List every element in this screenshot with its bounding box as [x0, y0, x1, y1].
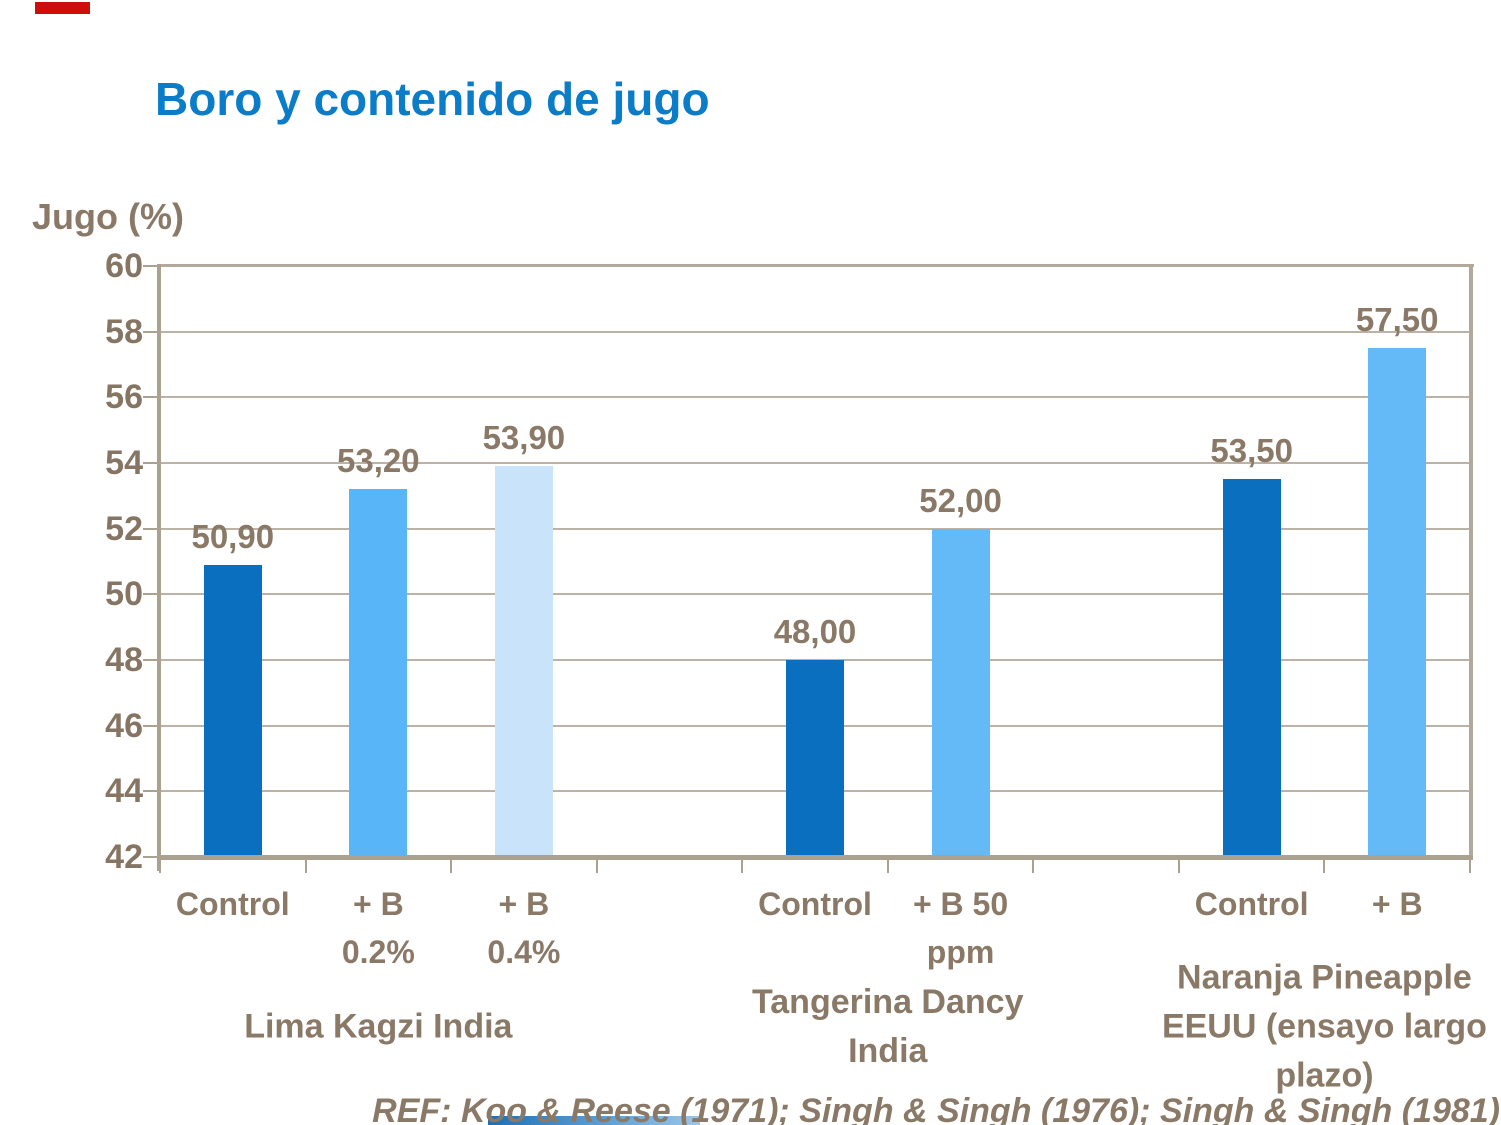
x-axis-tick: [1032, 859, 1035, 873]
x-axis-tick: [159, 859, 161, 873]
y-axis-tick-label: 50: [105, 575, 143, 614]
page-title: Boro y contenido de jugo: [155, 73, 710, 125]
x-axis-tick-label: Control: [175, 886, 290, 922]
y-axis-tick: [143, 724, 157, 727]
bar-value-label: 53,50: [1210, 432, 1293, 470]
chart-bar: [931, 528, 990, 857]
y-axis-tick-label: 48: [105, 641, 143, 679]
x-axis-tick-label: + B 0.2%: [341, 886, 415, 970]
x-axis-tick: [595, 859, 598, 873]
group-label: Tangerina Dancy India: [752, 983, 1024, 1070]
y-axis-title: Jugo (%): [32, 196, 184, 237]
x-axis-tick: [741, 859, 744, 873]
y-axis-tick: [143, 265, 157, 267]
plot-border-top: [160, 264, 1474, 267]
x-axis-tick: [886, 859, 889, 873]
plot-border-right: [1469, 264, 1473, 859]
y-axis-tick-label: 42: [105, 838, 143, 876]
y-axis-tick: [143, 659, 157, 661]
chart-bar: [786, 660, 844, 857]
blue-accent-bar: [488, 1116, 700, 1125]
group-label: Lima Kagzi India: [244, 1007, 513, 1046]
y-axis-line: [157, 264, 161, 871]
y-axis-tick: [143, 527, 157, 530]
gridline: [161, 462, 1469, 464]
x-axis-tick-label: Control: [758, 886, 872, 922]
y-axis-tick: [143, 856, 157, 858]
x-axis-tick: [1469, 859, 1471, 873]
chart-bar: [1368, 348, 1427, 857]
bar-value-label: 50,90: [191, 517, 275, 555]
y-axis-tick: [143, 593, 157, 596]
x-axis-tick-label: + B: [1371, 886, 1423, 922]
bar-value-label: 57,50: [1355, 301, 1439, 339]
gridline: [161, 330, 1469, 333]
gridline: [161, 396, 1469, 399]
red-accent-bar: [35, 2, 90, 14]
bar-value-label: 53,90: [482, 419, 566, 457]
group-label: Naranja Pineapple EEUU (ensayo largo pla…: [1161, 958, 1487, 1095]
x-axis-tick: [304, 859, 307, 873]
bar-value-label: 53,20: [337, 442, 420, 480]
x-axis-tick: [450, 859, 453, 873]
chart-bar: [1222, 479, 1281, 857]
y-axis-tick: [143, 462, 157, 464]
y-axis-tick-label: 56: [105, 378, 143, 417]
gridline: [161, 527, 1469, 530]
y-axis-tick-label: 46: [105, 706, 143, 745]
reference-citation: REF: Koo & Reese (1971); Singh & Singh (…: [372, 1092, 1500, 1125]
x-axis-tick-label: + B 0.4%: [487, 886, 561, 970]
chart-bar: [349, 489, 408, 857]
y-axis-tick-label: 52: [105, 509, 143, 548]
x-axis-tick: [1177, 859, 1180, 873]
x-axis-tick-label: + B 50 ppm: [912, 886, 1009, 970]
x-axis-tick: [1323, 859, 1326, 873]
y-axis-tick: [143, 396, 157, 399]
gridline: [161, 593, 1469, 596]
chart-bar: [494, 466, 553, 857]
bar-value-label: 48,00: [773, 613, 857, 650]
y-axis-tick-label: 54: [105, 444, 143, 482]
chart-bar: [203, 564, 262, 857]
y-axis-tick-label: 58: [105, 312, 143, 351]
x-axis-tick-label: Control: [1194, 886, 1309, 922]
y-axis-tick-label: 44: [105, 772, 143, 811]
x-axis-line: [157, 855, 1473, 860]
y-axis-tick: [143, 790, 157, 793]
y-axis-tick-label: 60: [105, 247, 143, 285]
y-axis-tick: [143, 330, 157, 333]
bar-value-label: 52,00: [919, 481, 1002, 519]
